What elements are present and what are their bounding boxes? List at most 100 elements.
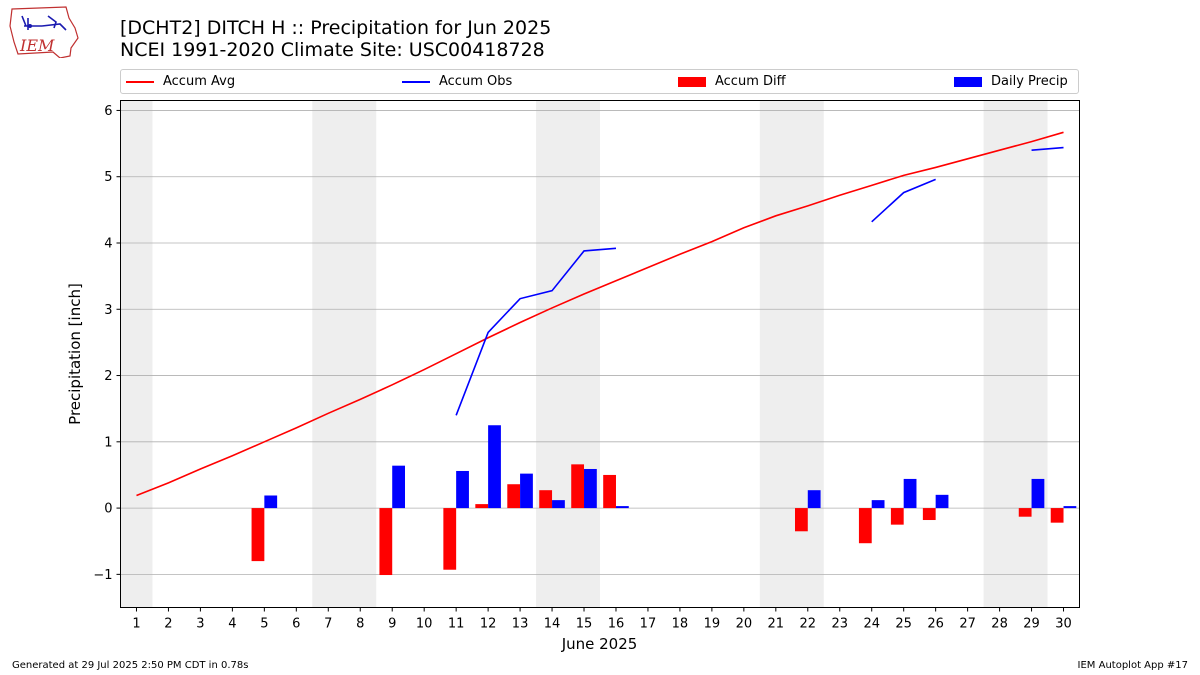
accum-obs-line — [871, 178, 936, 223]
accum-diff-bar — [251, 508, 265, 562]
legend-item-daily-precip: Daily Precip — [954, 74, 1068, 89]
weekend-band — [759, 100, 824, 608]
x-tick-label: 11 — [448, 617, 465, 632]
logo-text: IEM — [19, 36, 55, 55]
legend-item-accum-avg: Accum Avg — [126, 74, 235, 89]
y-axis-label: Precipitation [inch] — [66, 283, 84, 425]
accum-diff-bar — [539, 490, 553, 509]
x-tick-label: 26 — [927, 617, 944, 632]
accum-diff-bar — [858, 508, 872, 544]
legend: Accum Avg Accum Obs Accum Diff Daily Pre… — [120, 69, 1079, 94]
x-tick-label: 16 — [608, 617, 625, 632]
weekend-band — [120, 100, 153, 608]
x-tick-label: 4 — [228, 617, 236, 632]
legend-label: Accum Avg — [163, 74, 236, 89]
accum-diff-bar — [1050, 508, 1064, 523]
x-tick-label: 2 — [164, 617, 172, 632]
x-tick-label: 25 — [895, 617, 912, 632]
y-tick-label: 3 — [104, 303, 112, 318]
daily-precip-bar — [807, 490, 821, 509]
x-tick-label: 12 — [480, 617, 497, 632]
legend-swatch — [126, 80, 154, 83]
x-tick-label: 5 — [260, 617, 268, 632]
accum-diff-bar — [603, 474, 616, 509]
x-tick-label: 14 — [544, 617, 561, 632]
weekend-band — [536, 100, 600, 608]
x-tick-label: 21 — [768, 617, 785, 632]
legend-swatch — [402, 80, 430, 83]
accum-diff-bar — [379, 508, 393, 576]
y-tick-label: 0 — [104, 502, 112, 517]
x-axis-label: June 2025 — [561, 635, 638, 653]
weekend-shading — [120, 100, 1048, 608]
lines — [136, 131, 1064, 497]
x-tick-label: 28 — [991, 617, 1008, 632]
accum-diff-bar — [443, 508, 457, 570]
generated-footer: Generated at 29 Jul 2025 2:50 PM CDT in … — [12, 660, 249, 671]
daily-precip-bar — [264, 495, 278, 509]
daily-precip-bar — [1031, 478, 1045, 509]
chart-subtitle: NCEI 1991-2020 Climate Site: USC00418728 — [120, 39, 545, 61]
x-tick-label: 17 — [640, 617, 657, 632]
daily-precip-bar — [615, 506, 629, 509]
x-tick-label: 20 — [736, 617, 753, 632]
legend-label: Daily Precip — [991, 74, 1068, 89]
x-tick-label: 1 — [132, 617, 140, 632]
x-tick-label: 15 — [576, 617, 593, 632]
x-tick-label: 8 — [356, 617, 364, 632]
accum-obs-line — [1031, 146, 1064, 152]
gridlines — [120, 110, 1080, 575]
x-tick-label: 29 — [1023, 617, 1040, 632]
y-tick-label: 2 — [104, 369, 112, 384]
accum-diff-bar — [890, 508, 904, 525]
daily-precip-bar — [488, 425, 501, 509]
daily-precip-bar — [520, 473, 533, 509]
x-tick-label: 18 — [672, 617, 689, 632]
accum-avg-line — [136, 131, 1064, 497]
x-tick-label: 24 — [863, 617, 880, 632]
daily-precip-bar — [871, 500, 885, 509]
accum-obs-line — [455, 247, 617, 416]
y-tick-label: 4 — [104, 236, 112, 251]
x-tick-label: 27 — [959, 617, 976, 632]
x-tick-label: 7 — [324, 617, 332, 632]
accum-diff-bar — [922, 508, 936, 521]
y-tick-label: 1 — [104, 435, 112, 450]
x-tick-label: 3 — [196, 617, 204, 632]
daily-precip-bar — [392, 465, 406, 509]
chart-title: [DCHT2] DITCH H :: Precipitation for Jun… — [120, 17, 552, 39]
x-tick-label: 9 — [388, 617, 396, 632]
legend-item-accum-obs: Accum Obs — [402, 74, 512, 89]
legend-label: Accum Obs — [439, 74, 513, 89]
legend-item-accum-diff: Accum Diff — [678, 74, 786, 89]
y-tick-label: −1 — [93, 568, 112, 583]
x-tick-label: 6 — [292, 617, 300, 632]
daily-precip-bar — [903, 478, 917, 509]
legend-swatch — [678, 76, 706, 87]
legend-swatch — [954, 76, 982, 87]
x-tick-label: 10 — [416, 617, 433, 632]
daily-precip-bar — [552, 500, 565, 509]
daily-precip-bar — [1063, 506, 1077, 509]
legend-label: Accum Diff — [715, 74, 786, 89]
daily-precip-bar — [456, 470, 469, 509]
accum-diff-bar — [1018, 508, 1032, 517]
accum-diff-bar — [571, 464, 585, 509]
x-tick-label: 23 — [831, 617, 848, 632]
accum-diff-bar — [794, 508, 808, 532]
x-tick-label: 13 — [512, 617, 529, 632]
weekend-band — [983, 100, 1048, 608]
y-tick-label: 6 — [104, 104, 112, 119]
x-tick-label: 30 — [1055, 617, 1072, 632]
bars — [251, 425, 1077, 576]
x-tick-label: 22 — [800, 617, 817, 632]
plot-frame — [120, 100, 1080, 608]
weekend-band — [312, 100, 377, 608]
y-tick-label: 5 — [104, 170, 112, 185]
iem-logo: IEM — [8, 6, 80, 62]
app-footer: IEM Autoplot App #17 — [1077, 660, 1188, 671]
daily-precip-bar — [935, 494, 949, 509]
accum-diff-bar — [507, 484, 521, 509]
